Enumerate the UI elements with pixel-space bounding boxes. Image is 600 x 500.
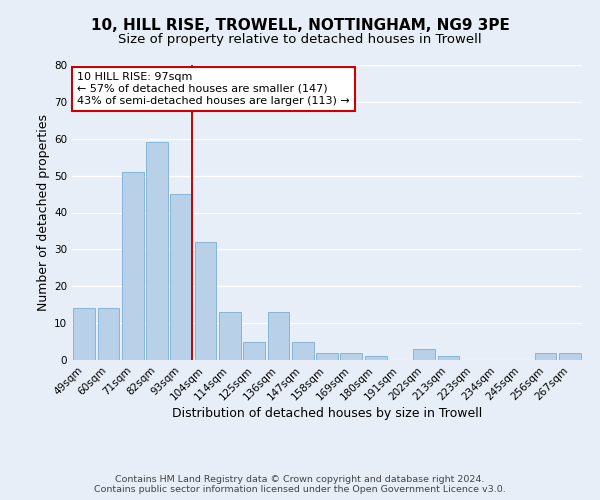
Bar: [170, 194, 192, 360]
Bar: [268, 312, 289, 360]
Bar: [122, 172, 143, 360]
Bar: [219, 312, 241, 360]
Y-axis label: Number of detached properties: Number of detached properties: [37, 114, 50, 311]
Bar: [194, 242, 217, 360]
Bar: [437, 356, 460, 360]
Bar: [316, 352, 338, 360]
Bar: [413, 349, 435, 360]
Bar: [365, 356, 386, 360]
Bar: [73, 308, 95, 360]
Text: 10 HILL RISE: 97sqm
← 57% of detached houses are smaller (147)
43% of semi-detac: 10 HILL RISE: 97sqm ← 57% of detached ho…: [77, 72, 350, 106]
X-axis label: Distribution of detached houses by size in Trowell: Distribution of detached houses by size …: [172, 408, 482, 420]
Bar: [535, 352, 556, 360]
Text: Contains public sector information licensed under the Open Government Licence v3: Contains public sector information licen…: [94, 485, 506, 494]
Text: Contains HM Land Registry data © Crown copyright and database right 2024.: Contains HM Land Registry data © Crown c…: [115, 475, 485, 484]
Text: Size of property relative to detached houses in Trowell: Size of property relative to detached ho…: [118, 32, 482, 46]
Bar: [559, 352, 581, 360]
Bar: [243, 342, 265, 360]
Bar: [146, 142, 168, 360]
Bar: [340, 352, 362, 360]
Bar: [292, 342, 314, 360]
Bar: [97, 308, 119, 360]
Text: 10, HILL RISE, TROWELL, NOTTINGHAM, NG9 3PE: 10, HILL RISE, TROWELL, NOTTINGHAM, NG9 …: [91, 18, 509, 32]
